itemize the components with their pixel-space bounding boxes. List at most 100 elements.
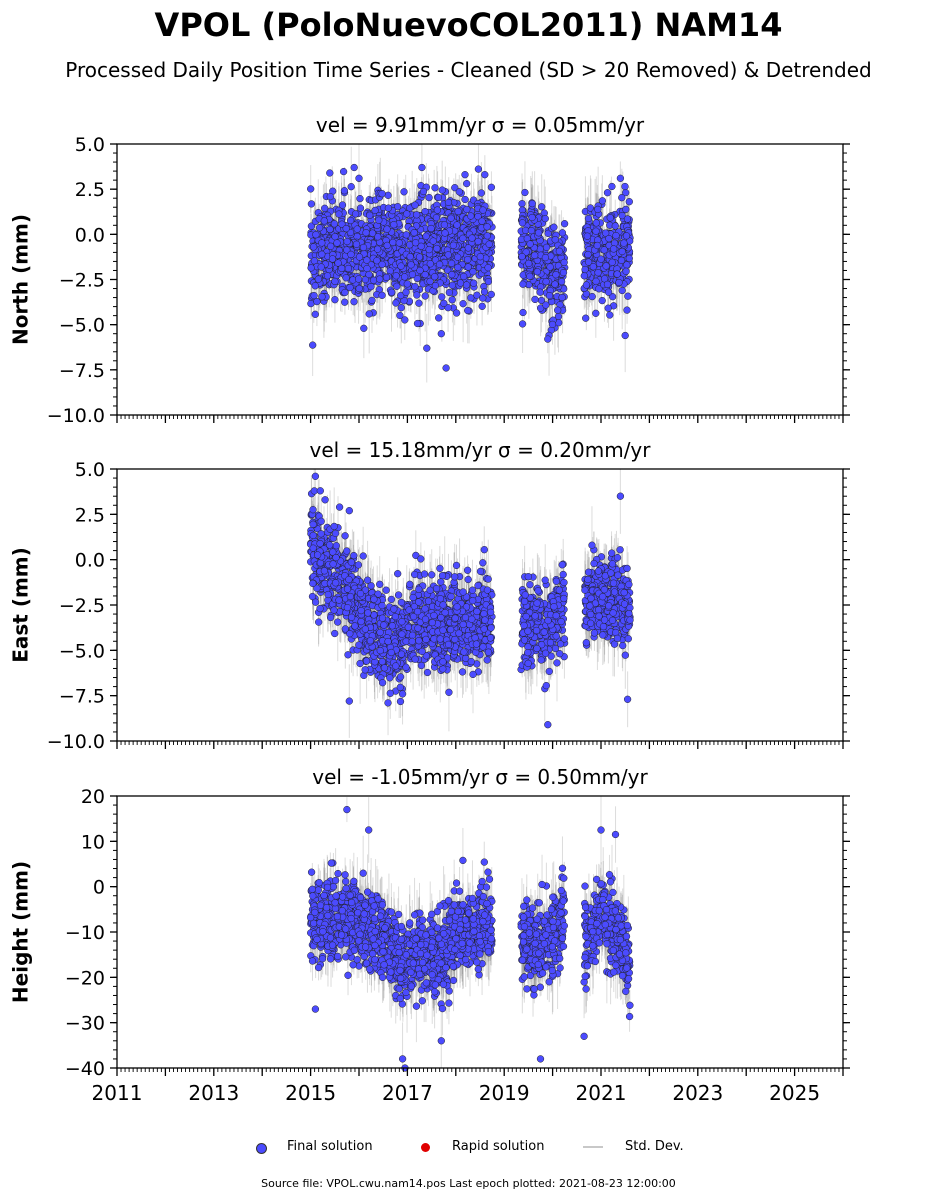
- data-point: [454, 263, 462, 272]
- data-point: [387, 595, 396, 604]
- data-point: [371, 206, 379, 215]
- data-point: [470, 279, 478, 287]
- data-point: [544, 335, 552, 343]
- data-point: [351, 210, 360, 218]
- data-point: [474, 237, 482, 246]
- y-tick-label: −2.5: [59, 270, 105, 292]
- data-point: [487, 183, 496, 191]
- data-point: [618, 247, 626, 256]
- data-point: [390, 221, 398, 229]
- data-point: [582, 314, 590, 322]
- data-point: [410, 229, 418, 237]
- data-point: [454, 253, 462, 261]
- data-point: [552, 271, 560, 279]
- data-point: [359, 243, 368, 252]
- data-point: [618, 286, 626, 295]
- data-point: [419, 187, 428, 196]
- data-point: [326, 225, 334, 234]
- data-point: [312, 231, 320, 239]
- data-point: [362, 229, 370, 237]
- data-point: [485, 240, 493, 248]
- data-point: [428, 571, 436, 579]
- data-point: [463, 179, 471, 188]
- data-point: [541, 214, 549, 223]
- data-point: [402, 288, 410, 296]
- data-point: [477, 189, 485, 197]
- data-point: [315, 224, 324, 232]
- data-point: [581, 265, 589, 274]
- data-point: [622, 232, 631, 240]
- data-point: [341, 532, 349, 540]
- data-point: [448, 281, 457, 289]
- data-point: [600, 246, 608, 254]
- data-point: [421, 270, 429, 279]
- data-point: [433, 244, 441, 253]
- data-point: [328, 255, 337, 263]
- data-point: [425, 193, 433, 202]
- data-point: [363, 264, 371, 273]
- data-point: [417, 242, 425, 250]
- data-point: [333, 239, 341, 247]
- data-point: [335, 210, 343, 218]
- data-point: [341, 298, 349, 306]
- y-tick-label: 5.0: [75, 134, 105, 156]
- data-point: [560, 258, 568, 267]
- data-point: [438, 186, 446, 194]
- data-point: [604, 288, 613, 296]
- data-point: [480, 546, 488, 554]
- data-point: [431, 273, 439, 281]
- data-point: [440, 221, 449, 229]
- data-point: [368, 296, 376, 305]
- data-point: [468, 234, 476, 242]
- data-point: [441, 229, 449, 237]
- data-point: [610, 245, 618, 253]
- data-point: [331, 296, 339, 304]
- data-point: [460, 272, 468, 281]
- data-point: [415, 253, 424, 261]
- data-point: [363, 256, 371, 264]
- data-point: [447, 214, 455, 222]
- data-point: [427, 224, 435, 233]
- data-point: [444, 198, 453, 207]
- data-point: [625, 254, 633, 263]
- data-point: [519, 308, 527, 317]
- data-point: [606, 311, 614, 319]
- data-point: [438, 293, 446, 301]
- data-point: [425, 245, 433, 254]
- data-point: [531, 251, 539, 259]
- data-point: [604, 304, 612, 312]
- data-point: [456, 279, 465, 287]
- data-point: [480, 288, 489, 296]
- data-point: [350, 298, 358, 306]
- data-point: [411, 201, 419, 209]
- data-point: [459, 234, 467, 242]
- data-point: [347, 250, 355, 259]
- data-point: [327, 242, 335, 250]
- data-point: [434, 193, 443, 202]
- data-point: [487, 290, 495, 299]
- data-point: [440, 299, 448, 307]
- data-point: [589, 263, 597, 271]
- data-point: [454, 207, 462, 216]
- data-point: [403, 210, 411, 218]
- y-tick-label: −7.5: [59, 360, 105, 382]
- data-point: [449, 241, 458, 249]
- data-point: [541, 253, 550, 262]
- data-point: [331, 233, 339, 241]
- data-point: [463, 205, 471, 214]
- data-point: [558, 229, 567, 237]
- data-point: [617, 256, 626, 265]
- data-point: [594, 205, 602, 214]
- data-point: [411, 283, 419, 291]
- data-point: [611, 222, 619, 230]
- data-point: [606, 214, 614, 222]
- data-point: [422, 232, 430, 240]
- data-point: [447, 259, 456, 268]
- data-point: [445, 288, 454, 297]
- data-point: [525, 259, 533, 268]
- data-point: [431, 281, 440, 290]
- data-point: [375, 216, 383, 224]
- data-point: [455, 188, 463, 196]
- data-point: [389, 238, 397, 247]
